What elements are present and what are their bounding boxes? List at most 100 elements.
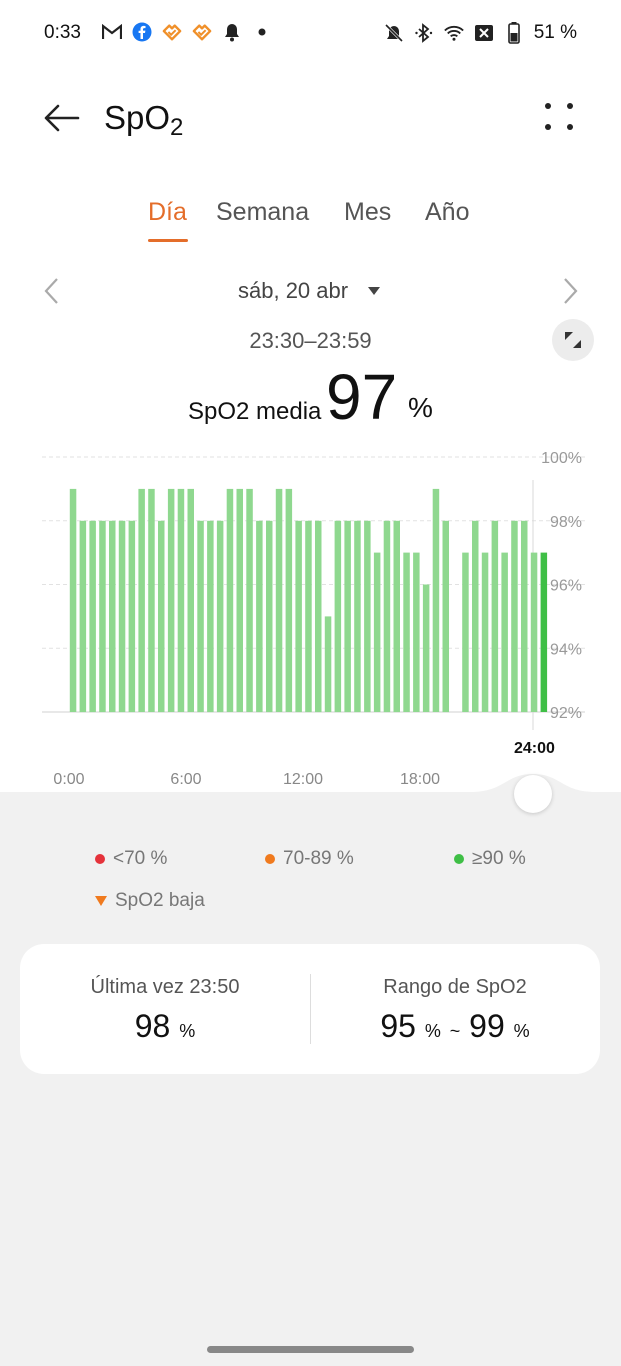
red-dot-icon: [95, 854, 105, 864]
bar[interactable]: [79, 520, 87, 713]
legend-item-below-70: <70 %: [95, 848, 167, 870]
timeline-slider-handle[interactable]: [514, 775, 552, 813]
bar[interactable]: [89, 520, 96, 713]
bar[interactable]: [354, 520, 361, 713]
facebook-icon: [132, 22, 152, 42]
bar[interactable]: [226, 488, 234, 712]
more-dots-icon: [545, 103, 573, 130]
bar[interactable]: [207, 520, 214, 713]
bar[interactable]: [491, 520, 499, 713]
bell-icon: [222, 22, 242, 42]
average-summary: SpO2 media 97 %: [0, 360, 621, 440]
legend-label: <70 %: [113, 848, 168, 869]
expand-chart-button[interactable]: [552, 319, 594, 361]
previous-day-button[interactable]: [40, 276, 64, 306]
legend-item-70-89: 70-89 %: [265, 848, 354, 870]
bar[interactable]: [148, 488, 155, 712]
timeline-wave: [0, 774, 621, 800]
next-day-button[interactable]: [558, 276, 582, 306]
last-value-number: 98: [134, 1008, 171, 1044]
status-icons-right: 51 %: [384, 22, 577, 44]
chevron-left-icon: [44, 278, 58, 304]
legend-label: ≥90 %: [472, 848, 526, 869]
bar[interactable]: [187, 488, 195, 712]
bar[interactable]: [236, 488, 244, 712]
average-value: 97: [326, 361, 398, 433]
selected-bar[interactable]: [540, 552, 548, 712]
bar[interactable]: [324, 616, 332, 712]
bar[interactable]: [295, 520, 302, 713]
tab-ano[interactable]: Año: [425, 198, 470, 226]
bar[interactable]: [403, 552, 410, 712]
dot-icon: [252, 22, 272, 42]
bar[interactable]: [432, 488, 440, 712]
bar[interactable]: [138, 488, 145, 712]
slider-time-label: 24:00: [514, 740, 555, 757]
bar[interactable]: [344, 520, 351, 713]
tab-semana[interactable]: Semana: [216, 198, 310, 226]
bar[interactable]: [177, 488, 185, 712]
page-title-subscript: 2: [170, 114, 184, 141]
x-tick-label: 6:00: [170, 771, 201, 788]
no-sim-icon: [474, 23, 494, 43]
green-dot-icon: [454, 854, 464, 864]
bar[interactable]: [481, 552, 489, 712]
back-button[interactable]: [40, 98, 84, 142]
legend-item-low-spo2: SpO2 baja: [95, 890, 205, 912]
last-reading-label: Última vez 23:50: [90, 976, 240, 998]
more-options-button[interactable]: [540, 100, 580, 140]
bar[interactable]: [472, 520, 479, 713]
bar[interactable]: [422, 584, 430, 713]
date-dropdown[interactable]: sáb, 20 abr: [238, 278, 349, 303]
home-indicator[interactable]: [207, 1346, 414, 1353]
caret-down-icon: [367, 284, 381, 296]
legend-label: SpO2 baja: [115, 890, 205, 911]
bar[interactable]: [383, 520, 391, 713]
bar[interactable]: [256, 520, 263, 713]
bar[interactable]: [305, 520, 312, 713]
bar[interactable]: [275, 488, 283, 712]
bar[interactable]: [442, 520, 450, 713]
expand-icon: [565, 332, 581, 348]
bar[interactable]: [128, 520, 136, 713]
period-tabs: Día Semana Mes Año: [0, 198, 621, 248]
bar[interactable]: [511, 520, 518, 713]
bar[interactable]: [246, 488, 253, 712]
bar[interactable]: [69, 488, 77, 712]
y-tick-label: 96%: [550, 578, 582, 595]
bar[interactable]: [197, 520, 204, 713]
bar[interactable]: [530, 552, 538, 712]
bar[interactable]: [393, 520, 401, 713]
bar[interactable]: [109, 520, 116, 713]
range-max-number: 99: [469, 1008, 505, 1044]
status-icons-left: [102, 22, 272, 42]
bar[interactable]: [315, 520, 322, 713]
active-tab-indicator: [148, 239, 188, 242]
average-label: SpO2 media: [188, 398, 322, 425]
bar[interactable]: [501, 552, 508, 712]
bar[interactable]: [99, 520, 106, 713]
bar[interactable]: [158, 520, 165, 713]
tab-mes[interactable]: Mes: [344, 198, 392, 226]
bar[interactable]: [216, 520, 224, 713]
bar[interactable]: [462, 552, 469, 712]
range-min-number: 95: [380, 1008, 416, 1044]
tab-dia[interactable]: Día: [148, 198, 187, 226]
mute-icon: [384, 23, 404, 43]
bar[interactable]: [521, 520, 528, 713]
range-separator: ~: [449, 1021, 461, 1041]
card-divider: [310, 974, 311, 1044]
bar[interactable]: [364, 520, 371, 713]
bar[interactable]: [167, 488, 175, 712]
bar[interactable]: [118, 520, 126, 713]
page-title-main: SpO: [104, 99, 171, 136]
bar[interactable]: [285, 488, 293, 712]
wifi-icon: [443, 23, 464, 43]
bar[interactable]: [266, 520, 273, 713]
bar[interactable]: [373, 552, 381, 712]
spo2-bar-chart[interactable]: 100% 98% 96% 94% 92% 0:00 6:00 12:00 18:00: [0, 440, 621, 790]
status-bar: 0:33: [0, 0, 621, 70]
health-app-icon: [162, 22, 182, 42]
bar[interactable]: [334, 520, 342, 713]
bar[interactable]: [413, 552, 420, 712]
